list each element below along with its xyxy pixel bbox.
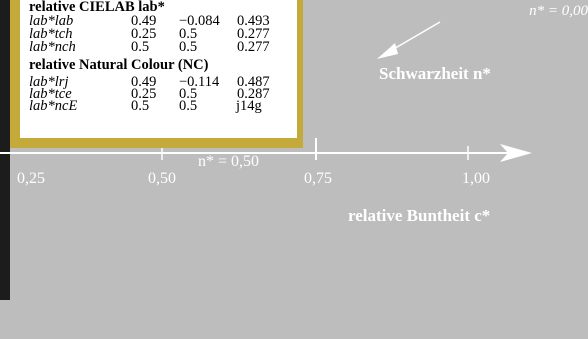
row-value-b: 0.5 [179,98,198,114]
mid-axis-label: n* = 0,50 [198,153,260,170]
row-name: lab*tce [29,86,72,102]
tick-label-025: 0,25 [17,170,45,187]
row-name: lab*lrj [29,74,69,90]
row-value-c: 0.277 [237,39,270,55]
legend-panel: relative CIELAB lab* lab*lab 0.49 −0.084… [10,0,303,148]
schwarzheit-arrow-line [391,21,441,51]
section1-title-row: relative CIELAB lab* [29,0,165,14]
schwarzheit-arrowhead [377,43,398,59]
row-value-b: −0.114 [179,74,220,90]
row-value-c: 0.493 [237,13,270,29]
buntheit-axis-arrowhead [500,144,532,162]
row-name: lab*nch [29,39,76,55]
row-value-c: 0.277 [237,26,270,42]
legend-panel-inner: relative CIELAB lab* lab*lab 0.49 −0.084… [20,0,297,138]
buntheit-label: relative Buntheit c* [348,206,491,225]
row-name: lab*lab [29,13,74,29]
left-bar-gap [0,300,10,339]
row-value-c: 0.487 [237,74,270,90]
row-value-a: 0.5 [131,39,150,55]
tick-label-075: 0,75 [304,170,332,187]
row-name: lab*ncE [29,98,78,114]
section2-title: relative Natural Colour (NC) [29,57,209,73]
section1-title: relative CIELAB lab* [29,0,165,15]
left-dark-bar [0,0,10,300]
row-value-b: 0.5 [179,26,198,42]
row-name: lab*tch [29,26,73,42]
row-value-b: 0.5 [179,39,198,55]
row-value-c: 0.287 [237,86,270,102]
tick-label-050: 0,50 [148,170,176,187]
tick-label-100: 1,00 [462,170,490,187]
section2-title-row: relative Natural Colour (NC) [29,57,209,73]
row-value-b: 0.5 [179,86,198,102]
row-value-a: 0.49 [131,13,157,29]
row-value-c: j14g [236,98,262,114]
row-value-a: 0.5 [131,98,150,114]
row-value-a: 0.25 [131,26,157,42]
schwarzheit-label: Schwarzheit n* [379,64,491,83]
row-value-a: 0.25 [131,86,157,102]
row-value-a: 0.49 [131,74,157,90]
top-right-label: n* = 0,00 [529,3,588,19]
row-value-b: −0.084 [179,13,220,29]
